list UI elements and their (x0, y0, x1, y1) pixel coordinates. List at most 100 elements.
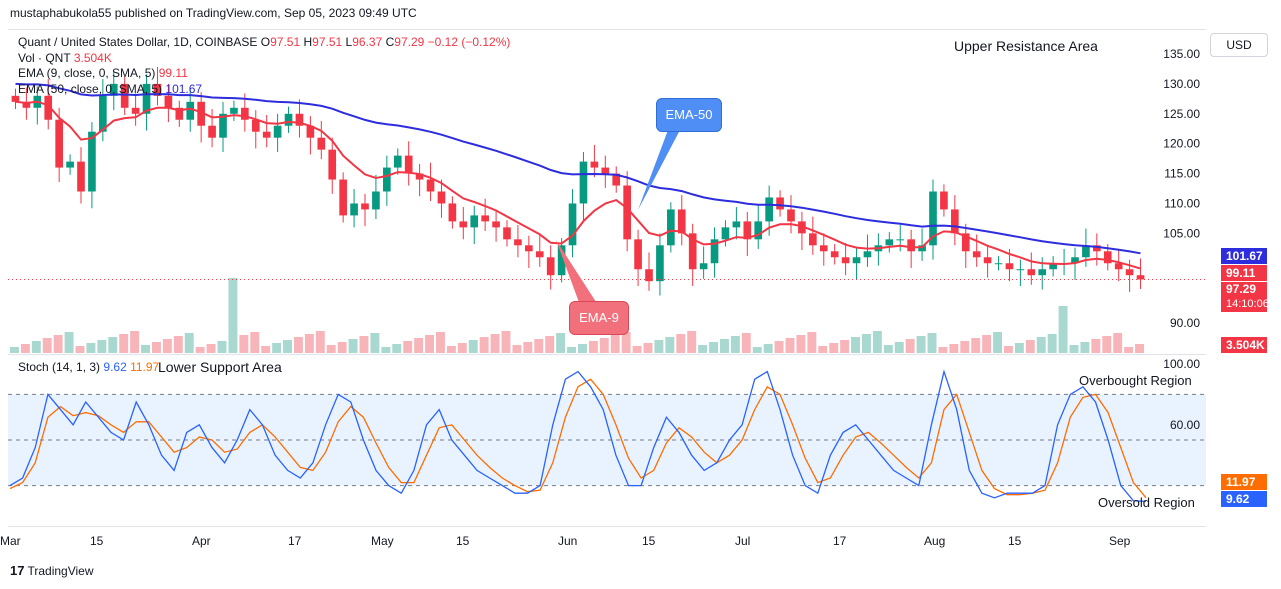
volume-value: 3.504K (73, 50, 112, 65)
volume-bar (1069, 345, 1079, 353)
x-tick-label: 15 (90, 534, 104, 548)
volume-bar (730, 336, 740, 353)
volume-bar (173, 336, 183, 353)
candle-body (951, 209, 959, 234)
ema50-line (15, 82, 1141, 255)
candle-body (765, 197, 773, 222)
candle-body (120, 83, 129, 108)
volume-bar (905, 339, 915, 353)
candle-body (175, 107, 184, 120)
volume-bar (184, 333, 194, 353)
price-chart[interactable]: 135.00 130.00 125.00 120.00 115.00 110.00 105.… (8, 30, 1206, 354)
volume-bar (479, 337, 489, 353)
x-tick-label: 15 (642, 534, 656, 548)
legend-symbol-row: Quant / United States Dollar, 1D, COINBA… (18, 35, 510, 51)
candle-body (754, 221, 763, 240)
volume-bar (774, 341, 784, 353)
volume-bar (1047, 334, 1057, 353)
candle-body (230, 107, 238, 114)
candle-body (241, 107, 249, 120)
legend-ema50-row: EMA (50, close, 0, SMA, 5) 101.67 (18, 82, 510, 98)
currency-button[interactable]: USD (1210, 33, 1268, 57)
ema9-price-tag: 99.11 (1221, 265, 1267, 281)
candle-body (273, 125, 282, 138)
x-tick-label: Apr (192, 534, 211, 548)
volume-bar (1014, 343, 1024, 353)
volume-bar (141, 345, 150, 353)
ema50-callout-pointer (638, 130, 680, 210)
candle-body (896, 239, 905, 241)
candle-body (918, 245, 926, 252)
volume-bar (195, 347, 205, 353)
volume-bar (490, 334, 500, 353)
candle-body (841, 257, 850, 264)
ema50-value: 101.67 (165, 81, 203, 96)
stoch-legend: Stoch (14, 1, 3) 9.62 11.97 (18, 360, 159, 374)
candle-body (317, 137, 326, 150)
candle-body (383, 167, 391, 192)
volume-bar (446, 346, 456, 353)
volume-bar (130, 331, 140, 353)
candle-body (1125, 269, 1134, 276)
candle-body (350, 203, 358, 216)
ema9-label: EMA (9, close, 0, SMA, 5) (18, 66, 156, 80)
candle-body (961, 233, 970, 252)
candle-body (852, 257, 861, 264)
price-tick-label: 120.00 (1163, 137, 1200, 151)
candle-body (142, 83, 151, 114)
candle-body (568, 203, 577, 246)
volume-bar (1091, 339, 1101, 353)
price-tick-label: 110.00 (1164, 196, 1200, 210)
candle-body (415, 173, 424, 180)
volume-bar (261, 346, 271, 353)
ema9-callout: EMA-9 (569, 301, 629, 335)
volume-bar (250, 332, 260, 353)
candle-body (77, 161, 85, 192)
stoch-pane[interactable]: 100.00 60.00 (8, 354, 1206, 527)
candle-body (688, 233, 697, 270)
candle-body (645, 269, 653, 282)
candle-body (109, 83, 118, 96)
candle-body (437, 191, 446, 204)
ema9-value: 99.11 (158, 66, 188, 80)
candle-body (306, 125, 315, 138)
stoch-chart[interactable]: 100.00 60.00 (8, 354, 1206, 526)
candle-body (153, 83, 162, 96)
candle-body (721, 227, 730, 240)
volume-bar (982, 335, 992, 353)
candle-body (535, 251, 544, 258)
volume-bar (1036, 337, 1046, 353)
ema50-callout: EMA-50 (656, 98, 722, 132)
volume-bar (643, 343, 653, 353)
candle-body (219, 113, 227, 138)
candle-body (66, 161, 74, 168)
volume-bar (119, 334, 129, 353)
volume-bar (392, 344, 402, 353)
price-pane[interactable]: 135.00 130.00 125.00 120.00 115.00 110.00 105.… (8, 29, 1206, 355)
volume-bar (741, 333, 751, 353)
volume-bar (206, 344, 216, 353)
candle-body (940, 191, 948, 210)
candle-body (1114, 263, 1123, 270)
volume-bar (665, 337, 675, 353)
volume-bar (1004, 346, 1013, 353)
volume-bar (20, 344, 30, 353)
volume-bar (534, 339, 544, 353)
high-value: 97.51 (312, 35, 343, 49)
brand-text: TradingView (27, 564, 94, 578)
volume-bar (523, 342, 533, 353)
volume-bar (971, 338, 981, 353)
candle-body (99, 95, 107, 132)
tradingview-brand[interactable]: 17 TradingView (10, 563, 94, 578)
volume-bar (381, 347, 391, 353)
upper-resistance-annotation: Upper Resistance Area (954, 38, 1098, 54)
candle-body (131, 107, 140, 114)
candle-body (197, 101, 205, 126)
candle-body (481, 215, 489, 222)
candle-body (372, 191, 380, 210)
volume-bar (1102, 336, 1112, 353)
volume-bar (294, 337, 303, 353)
candle-body (525, 245, 533, 252)
legend-ema9-row: EMA (9, close, 0, SMA, 5) 99.11 (18, 66, 510, 82)
candle-body (448, 203, 457, 222)
